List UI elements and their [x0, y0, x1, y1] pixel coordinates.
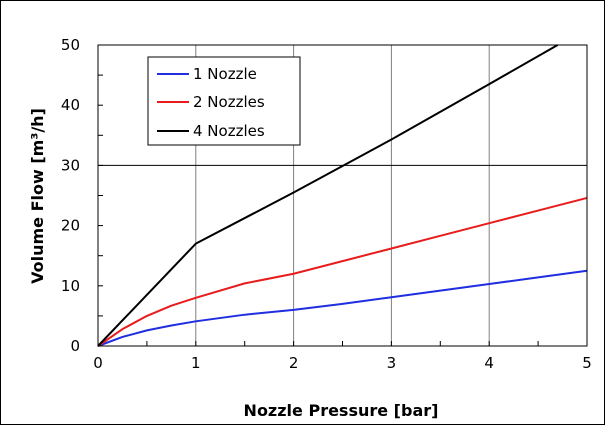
- y-tick-label: 0: [70, 337, 80, 355]
- legend-label-2-nozzles: 2 Nozzles: [193, 93, 265, 111]
- x-tick-label: 3: [387, 354, 397, 372]
- legend-label-1-nozzle: 1 Nozzle: [193, 65, 257, 83]
- y-tick-label: 20: [61, 217, 80, 235]
- x-axis-label: Nozzle Pressure [bar]: [244, 401, 439, 420]
- legend-label-4-nozzles: 4 Nozzles: [193, 122, 265, 140]
- x-tick-label: 0: [93, 354, 103, 372]
- axes: [97, 44, 588, 347]
- y-tick-label: 50: [61, 36, 80, 54]
- legend: 1 Nozzle 2 Nozzles 4 Nozzles: [147, 56, 301, 146]
- series-line-1: [97, 196, 588, 347]
- x-tick-label: 2: [289, 354, 299, 372]
- y-axis-label: Volume Flow [m³/h]: [28, 108, 47, 284]
- series-line-0: [97, 269, 588, 347]
- y-tick-label: 10: [61, 277, 80, 295]
- x-tick-label: 1: [191, 354, 201, 372]
- series-lines: [97, 44, 588, 347]
- y-tick-label: 30: [61, 156, 80, 174]
- y-tick-label: 40: [61, 96, 80, 114]
- x-tick-label: 4: [484, 354, 494, 372]
- series-line-2: [97, 44, 559, 347]
- x-tick-label: 5: [582, 354, 592, 372]
